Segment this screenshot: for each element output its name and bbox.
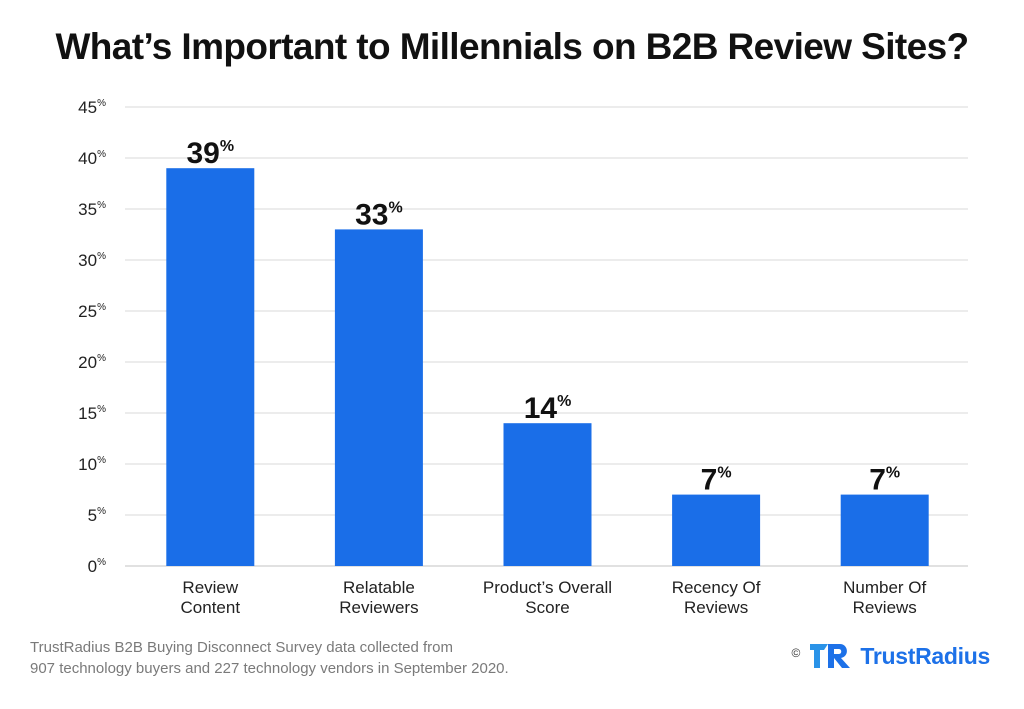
brand-name: TrustRadius <box>860 642 990 669</box>
data-label: 14% <box>524 392 572 425</box>
x-tick-label: Number Of Reviews <box>843 578 926 617</box>
x-tick-label: Recency Of Reviews <box>672 578 761 617</box>
source-line-1: TrustRadius B2B Buying Disconnect Survey… <box>30 639 453 656</box>
copyright-symbol: © <box>791 646 801 660</box>
source-note: TrustRadius B2B Buying Disconnect Survey… <box>30 637 650 679</box>
y-tick-label: 40% <box>78 149 106 168</box>
bar <box>334 229 423 566</box>
data-label: 7% <box>869 464 900 497</box>
y-tick-label: 35% <box>78 200 106 219</box>
source-line-2: 907 technology buyers and 227 technology… <box>30 660 509 677</box>
bar <box>166 168 255 566</box>
y-tick-label: 30% <box>78 251 106 270</box>
y-tick-label: 0% <box>88 557 106 576</box>
x-tick-label: Relatable Reviewers <box>339 578 418 617</box>
brand-logo: © TrustRadius <box>791 640 991 672</box>
data-label: 39% <box>186 137 234 170</box>
bar <box>672 494 761 566</box>
data-label: 7% <box>701 464 732 497</box>
y-tick-label: 10% <box>78 455 106 474</box>
y-tick-label: 45% <box>78 98 106 117</box>
y-tick-label: 15% <box>78 404 106 423</box>
bar <box>840 494 929 566</box>
bar <box>503 423 592 566</box>
data-label: 33% <box>355 198 403 231</box>
x-tick-label: Review Content <box>181 578 241 617</box>
trustradius-tr-logo-icon <box>810 644 851 668</box>
bar-chart: 0% 5% 10% 15% 20% 25% 30% 35% 40% 45% 39% Review Con… <box>78 98 968 617</box>
y-tick-label: 20% <box>78 353 106 372</box>
x-tick-label: Product’s Overall Score <box>483 578 612 617</box>
y-tick-label: 5% <box>88 506 106 525</box>
chart-title: What’s Important to Millennials on B2B R… <box>55 26 969 67</box>
y-tick-label: 25% <box>78 302 106 321</box>
